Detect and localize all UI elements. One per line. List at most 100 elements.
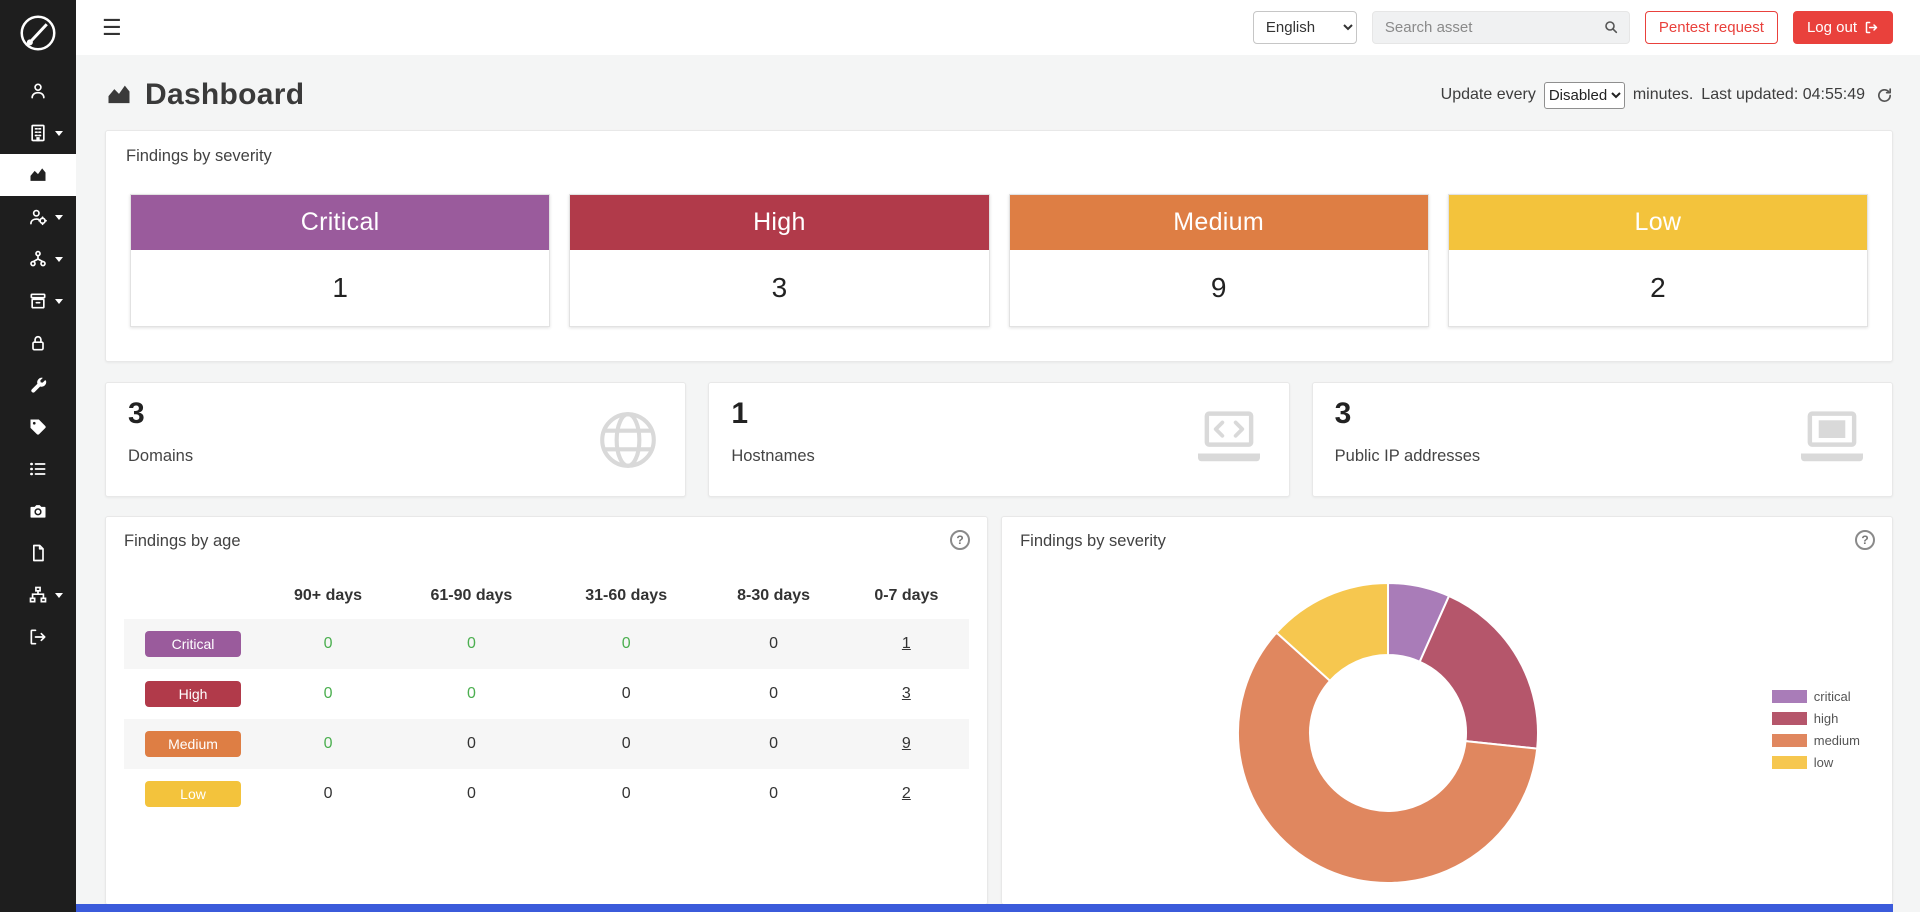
column-header: 8-30 days: [737, 587, 811, 604]
refresh-icon: [1877, 87, 1892, 102]
stat-value: 3: [1334, 397, 1352, 430]
sidebar-item-media[interactable]: [0, 490, 76, 532]
sidebar-item-dashboard[interactable]: [0, 154, 76, 196]
sidebar-item-tasks[interactable]: [0, 448, 76, 490]
legend-item-critical[interactable]: critical: [1771, 689, 1860, 704]
legend-item-low[interactable]: low: [1771, 755, 1860, 770]
findings-by-severity-card: Findings by severity Critical 1 High 3 M…: [105, 130, 1893, 362]
age-cell: 0: [621, 785, 631, 802]
update-controls: Update every Disabled minutes. Last upda…: [1441, 81, 1893, 109]
logout-icon: [30, 629, 46, 645]
age-cell: 0: [466, 635, 476, 652]
pentest-request-button[interactable]: Pentest request: [1644, 11, 1778, 44]
search-input[interactable]: [1371, 11, 1630, 44]
donut-slice-medium: [1237, 631, 1539, 884]
age-cell: 0: [466, 785, 476, 802]
age-cell-link[interactable]: 3: [901, 685, 911, 702]
main-column: ☰ English Pentest request Log out: [76, 0, 1920, 912]
table-header-row: 90+ days 61-90 days 31-60 days 8-30 days…: [124, 573, 969, 619]
topbar-actions: English Pentest request Log out: [1252, 11, 1893, 44]
age-cell: 0: [323, 635, 333, 652]
laptop-code-icon: [1193, 407, 1265, 474]
language-select[interactable]: English: [1252, 11, 1357, 44]
sidebar-nav: [0, 70, 76, 658]
severity-badge: Critical: [145, 631, 241, 657]
stat-label: Hostnames: [731, 447, 815, 465]
sidebar-item-documents[interactable]: [0, 532, 76, 574]
logout-icon: [1865, 21, 1878, 34]
severity-grid: Critical 1 High 3 Medium 9 Low 2: [126, 194, 1872, 327]
update-interval-select[interactable]: Disabled: [1543, 81, 1625, 109]
severity-box-header: Low: [1448, 195, 1867, 250]
stat-card-domains: 3 Domains: [105, 382, 687, 497]
chart-icon: [30, 168, 46, 181]
chevron-down-icon: [55, 593, 63, 598]
sidebar-item-tools[interactable]: [0, 364, 76, 406]
severity-box-header: High: [570, 195, 989, 250]
donut-slice-low: [1275, 581, 1390, 683]
minutes-label: minutes.: [1632, 86, 1694, 103]
logout-button-label: Log out: [1806, 19, 1857, 36]
page-title: Dashboard: [105, 78, 304, 112]
help-icon[interactable]: ?: [950, 530, 971, 550]
age-cell-link[interactable]: 9: [901, 735, 911, 752]
stat-label: Public IP addresses: [1334, 447, 1481, 465]
severity-box-value: 1: [332, 272, 348, 303]
age-cell-link[interactable]: 1: [901, 635, 911, 652]
column-header-blank: [124, 573, 262, 619]
card-title: Findings by severity: [1020, 532, 1166, 550]
sitemap-icon: [29, 586, 47, 603]
table-row-low: Low 0 0 0 0 2: [124, 769, 969, 819]
age-cell: 0: [621, 735, 631, 752]
age-cell: 0: [323, 685, 333, 702]
age-cell: 0: [769, 685, 779, 702]
table-row-critical: Critical 0 0 0 0 1: [124, 619, 970, 669]
app-logo[interactable]: [15, 10, 61, 56]
stat-card-public-ips: 3 Public IP addresses: [1311, 382, 1893, 497]
age-cell-link[interactable]: 2: [901, 785, 911, 802]
age-cell: 0: [323, 735, 333, 752]
legend-item-medium[interactable]: medium: [1771, 733, 1860, 748]
sidebar-item-tree[interactable]: [0, 238, 76, 280]
hierarchy-icon: [30, 250, 46, 267]
sidebar-item-organizations[interactable]: [0, 112, 76, 154]
column-header: 61-90 days: [430, 587, 513, 604]
sidebar-item-user[interactable]: [0, 70, 76, 112]
findings-by-age-table: 90+ days 61-90 days 31-60 days 8-30 days…: [124, 573, 970, 819]
age-cell: 0: [769, 635, 779, 652]
user-icon: [31, 83, 45, 99]
age-cell: 0: [621, 635, 631, 652]
sidebar: [0, 0, 76, 912]
stats-row: 3 Domains 1 Hostnames 3 Public IP addres…: [105, 382, 1893, 497]
menu-toggle-button[interactable]: ☰: [102, 14, 122, 40]
age-cell: 0: [769, 735, 779, 752]
stat-label: Domains: [128, 447, 194, 465]
search-icon[interactable]: [1603, 19, 1619, 40]
severity-box-header: Medium: [1009, 195, 1428, 250]
logout-button[interactable]: Log out: [1792, 11, 1893, 44]
help-icon[interactable]: ?: [1855, 530, 1875, 550]
donut-slice-high: [1418, 594, 1540, 750]
tools-icon: [31, 377, 47, 393]
sidebar-item-integrations[interactable]: [0, 574, 76, 616]
severity-box-low: Low 2: [1447, 194, 1868, 327]
severity-box-value: 9: [1210, 272, 1227, 303]
legend-label: critical: [1813, 689, 1851, 704]
column-header: 90+ days: [293, 587, 363, 604]
legend-swatch: [1771, 712, 1807, 725]
chevron-down-icon: [55, 131, 63, 136]
chart-legend: critical high medium low: [1771, 689, 1860, 777]
legend-label: low: [1813, 755, 1834, 770]
sidebar-item-logout[interactable]: [0, 616, 76, 658]
sidebar-item-projects[interactable]: [0, 280, 76, 322]
last-updated-time: 04:55:49: [1802, 86, 1865, 103]
sidebar-item-users[interactable]: [0, 196, 76, 238]
legend-label: high: [1813, 711, 1839, 726]
sidebar-item-vault[interactable]: [0, 322, 76, 364]
refresh-button[interactable]: [1876, 87, 1893, 104]
sidebar-item-tags[interactable]: [0, 406, 76, 448]
severity-badge: Medium: [145, 731, 241, 757]
age-cell: 0: [769, 785, 779, 802]
legend-item-high[interactable]: high: [1771, 711, 1860, 726]
age-cell: 0: [466, 735, 476, 752]
